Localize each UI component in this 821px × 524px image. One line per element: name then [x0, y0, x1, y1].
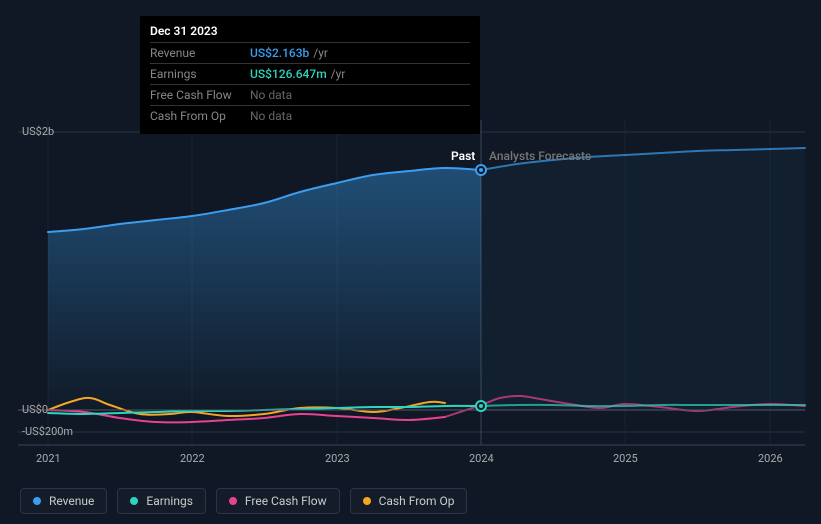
tooltip-row-value: US$2.163b/yr [250, 43, 470, 64]
past-label: Past [451, 149, 475, 163]
tooltip-row: RevenueUS$2.163b/yr [150, 43, 470, 64]
legend-dot-icon [130, 497, 138, 505]
x-axis-tick-label: 2021 [36, 452, 61, 465]
chart-tooltip: Dec 31 2023 RevenueUS$2.163b/yrEarningsU… [140, 16, 480, 134]
legend-item-label: Earnings [146, 494, 193, 508]
y-axis-tick-label: US$2b [22, 125, 54, 138]
x-axis-tick-label: 2023 [325, 452, 350, 465]
legend-item-revenue[interactable]: Revenue [20, 488, 107, 514]
tooltip-row: Cash From OpNo data [150, 106, 470, 127]
legend-item-label: Free Cash Flow [245, 494, 327, 508]
legend-item-label: Revenue [49, 494, 94, 508]
tooltip-date: Dec 31 2023 [150, 24, 470, 42]
tooltip-table: RevenueUS$2.163b/yrEarningsUS$126.647m/y… [150, 42, 470, 126]
tooltip-row-value: US$126.647m/yr [250, 64, 470, 85]
x-axis-tick-label: 2026 [758, 452, 783, 465]
tooltip-row: Free Cash FlowNo data [150, 85, 470, 106]
tooltip-row-label: Free Cash Flow [150, 85, 250, 106]
x-axis-tick-label: 2022 [180, 452, 205, 465]
tooltip-row-value: No data [250, 106, 470, 127]
x-axis-tick-label: 2024 [469, 452, 494, 465]
tooltip-row-label: Cash From Op [150, 106, 250, 127]
legend-dot-icon [363, 497, 371, 505]
x-axis-tick-label: 2025 [613, 452, 638, 465]
chart-container: US$2b US$0 -US$200m 2021 2022 2023 2024 2025 20… [0, 0, 821, 524]
legend-item-earnings[interactable]: Earnings [117, 488, 206, 514]
chart-legend: Revenue Earnings Free Cash Flow Cash From O… [20, 488, 467, 514]
tooltip-row-value: No data [250, 85, 470, 106]
legend-dot-icon [229, 497, 237, 505]
forecast-label: Analysts Forecasts [489, 149, 591, 163]
legend-item-free_cash_flow[interactable]: Free Cash Flow [216, 488, 340, 514]
tooltip-row-label: Earnings [150, 64, 250, 85]
y-axis-tick-label: -US$200m [22, 425, 73, 438]
tooltip-row: EarningsUS$126.647m/yr [150, 64, 470, 85]
legend-item-cash_from_op[interactable]: Cash From Op [350, 488, 468, 514]
legend-dot-icon [33, 497, 41, 505]
y-axis-tick-label: US$0 [22, 403, 48, 416]
tooltip-row-label: Revenue [150, 43, 250, 64]
legend-item-label: Cash From Op [379, 494, 455, 508]
